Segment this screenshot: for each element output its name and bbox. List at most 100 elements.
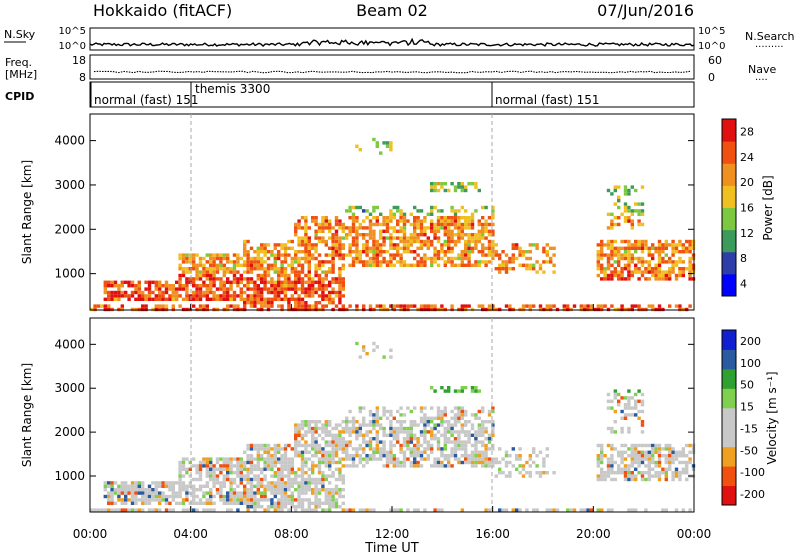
heatmap-cell (321, 263, 325, 267)
heatmap-cell (249, 454, 254, 458)
heatmap-cell (617, 199, 621, 203)
heatmap-cell (532, 243, 536, 247)
heatmap-cell (178, 284, 182, 288)
heatmap-cell (270, 304, 274, 308)
heatmap-cell (175, 491, 179, 495)
heatmap-cell (457, 440, 461, 444)
heatmap-cell (474, 243, 478, 247)
heatmap-cell (481, 464, 485, 468)
heatmap-cell (487, 508, 492, 512)
x-tick-label: 00:00 (677, 527, 712, 541)
heatmap-cell (613, 392, 617, 397)
heatmap-cell (379, 426, 383, 431)
heatmap-cell (314, 229, 318, 233)
heatmap-cell (317, 273, 322, 278)
heatmap-cell (623, 396, 628, 400)
heatmap-cell (664, 454, 668, 458)
heatmap-cell (484, 430, 488, 434)
heatmap-cell (402, 430, 407, 434)
heatmap-cell (443, 447, 447, 451)
heatmap-cell (413, 205, 417, 210)
heatmap-cell (331, 270, 335, 274)
heatmap-cell (464, 413, 468, 417)
heatmap-cell (644, 267, 648, 271)
heatmap-cell (171, 484, 175, 488)
heatmap-cell (209, 280, 213, 284)
heatmap-cell (219, 457, 223, 461)
heatmap-cell (430, 437, 434, 441)
heatmap-cell (657, 457, 662, 461)
heatmap-cell (606, 467, 611, 471)
heatmap-cell (668, 260, 672, 264)
heatmap-cell (688, 270, 692, 274)
heatmap-cell (430, 464, 434, 468)
heatmap-cell (338, 423, 342, 427)
heatmap-cell (664, 443, 668, 448)
heatmap-cell (600, 246, 604, 250)
heatmap-cell (402, 443, 407, 448)
heatmap-cell (600, 447, 604, 451)
heatmap-cell (385, 260, 390, 264)
heatmap-cell (447, 423, 451, 427)
heatmap-cell (232, 294, 237, 298)
heatmap-cell (141, 498, 145, 502)
heatmap-cell (382, 409, 386, 414)
heatmap-cell (440, 450, 444, 454)
heatmap-cell (256, 250, 260, 254)
heatmap-cell (222, 297, 226, 301)
heatmap-cell (287, 304, 291, 308)
colorbar-tick-label: 24 (740, 151, 754, 164)
heatmap-cell (110, 290, 114, 295)
heatmap-cell (239, 290, 243, 295)
heatmap-cell (617, 185, 621, 189)
heatmap-cell (661, 277, 665, 281)
heatmap-cell (433, 182, 437, 186)
heatmap-cell (467, 263, 471, 267)
heatmap-cell (256, 297, 260, 301)
heatmap-cell (657, 447, 662, 451)
heatmap-cell (630, 253, 634, 257)
heatmap-cell (355, 250, 359, 254)
heatmap-cell (294, 260, 298, 264)
heatmap-cell (304, 253, 308, 257)
heatmap-cell (90, 508, 94, 512)
heatmap-cell (198, 460, 203, 465)
heatmap-cell (389, 253, 393, 257)
heatmap-cell (103, 304, 107, 308)
heatmap-cell (450, 246, 454, 250)
heatmap-cell (358, 256, 362, 261)
heatmap-cell (362, 464, 366, 468)
heatmap-cell (450, 209, 454, 213)
heatmap-cell (453, 219, 458, 223)
heatmap-cell (314, 256, 318, 261)
heatmap-cell (450, 450, 454, 454)
heatmap-cell (470, 236, 475, 240)
heatmap-cell (321, 290, 325, 295)
heatmap-cell (647, 253, 651, 257)
heatmap-cell (260, 243, 264, 247)
heatmap-cell (552, 253, 556, 257)
heatmap-cell (270, 454, 274, 458)
heatmap-cell (620, 304, 624, 308)
heatmap-cell (215, 263, 220, 267)
heatmap-cell (311, 243, 315, 247)
heatmap-cell (681, 246, 685, 250)
heatmap-cell (498, 460, 502, 465)
heatmap-cell (487, 409, 492, 414)
heatmap-cell (280, 457, 284, 461)
heatmap-cell (382, 141, 386, 145)
heatmap-cell (175, 501, 179, 505)
heatmap-cell (338, 477, 342, 482)
heatmap-cell (498, 253, 502, 257)
heatmap-cell (277, 253, 281, 257)
heatmap-cell (311, 304, 315, 308)
heatmap-cell (321, 488, 325, 492)
heatmap-cell (202, 464, 206, 468)
heatmap-cell (229, 494, 233, 499)
heatmap-cell (651, 447, 655, 451)
heatmap-cell (671, 460, 675, 465)
heatmap-cell (413, 226, 417, 230)
heatmap-cell (134, 297, 138, 301)
heatmap-cell (351, 447, 356, 451)
heatmap-cell (236, 294, 240, 298)
